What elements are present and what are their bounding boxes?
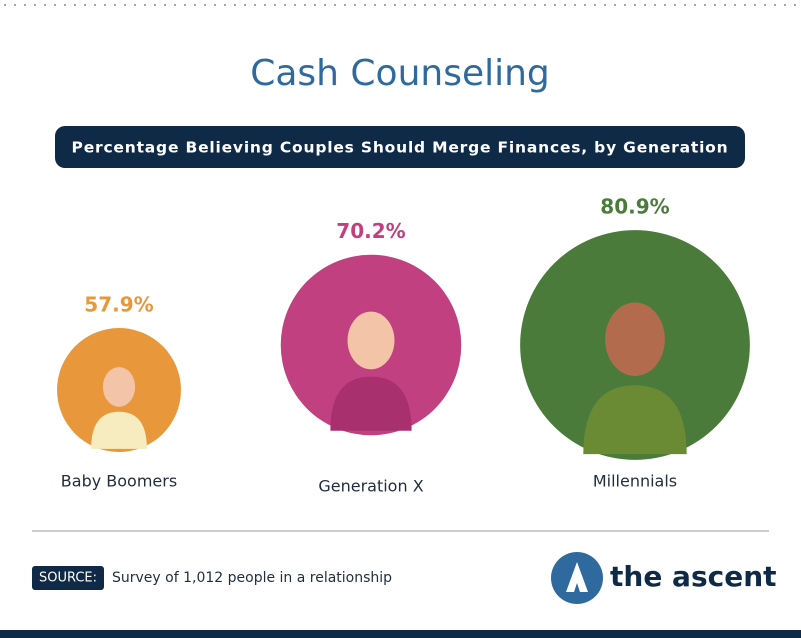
source-label: SOURCE: xyxy=(39,571,97,586)
category-label: Generation X xyxy=(318,477,423,496)
figure-body xyxy=(583,385,687,455)
value-label: 80.9% xyxy=(600,195,669,219)
brand-logo-mark xyxy=(566,562,588,592)
figure-head xyxy=(347,311,395,370)
value-label: 57.9% xyxy=(84,293,153,317)
figure-body xyxy=(91,411,147,449)
chart-subtitle: Percentage Believing Couples Should Merg… xyxy=(72,139,729,157)
brand-name: the ascent xyxy=(610,560,777,593)
subtitle-banner xyxy=(55,126,745,168)
category-label: Baby Boomers xyxy=(61,472,177,491)
source-text: Survey of 1,012 people in a relationship xyxy=(112,570,392,586)
chart-title: Cash Counseling xyxy=(250,53,550,94)
bottom-bar xyxy=(0,630,801,638)
value-label: 70.2% xyxy=(336,219,405,243)
figure-head xyxy=(102,367,136,407)
figure-head xyxy=(605,302,665,377)
source-badge xyxy=(32,566,104,590)
category-label: Millennials xyxy=(593,472,677,491)
figure-body xyxy=(330,376,412,431)
